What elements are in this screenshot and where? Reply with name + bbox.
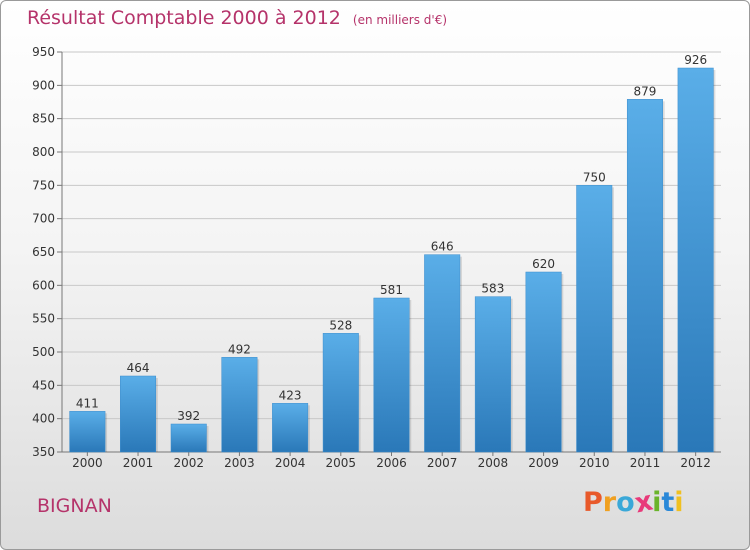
bar-2012 [677,67,714,453]
y-tick-label: 700 [32,212,55,226]
x-tick-label-2009: 2009 [528,456,559,470]
bar-2001 [120,375,157,453]
x-tick-label-2008: 2008 [478,456,509,470]
logo-letter: P [583,487,603,518]
y-tick-label: 850 [32,112,55,126]
y-tick-label: 900 [32,78,55,92]
logo-letter: o [616,487,635,518]
logo-letter: r [602,487,617,518]
city-name: BIGNAN [37,495,112,517]
bar-2011 [626,99,663,453]
logo-letter: i [674,487,684,518]
chart-title-block: Résultat Comptable 2000 à 2012 (en millie… [27,7,447,29]
y-tick-label: 950 [32,45,55,59]
y-tick-label: 350 [32,445,55,459]
y-tick-label: 450 [32,378,55,392]
y-tick-label: 800 [32,145,55,159]
x-tick-label-2001: 2001 [123,456,154,470]
value-label-2007: 646 [431,240,454,254]
bar-2008 [474,296,511,453]
value-label-2011: 879 [634,84,657,98]
value-label-2006: 581 [380,283,403,297]
bar-2009 [525,271,562,453]
bar-2005 [322,333,359,453]
value-label-2002: 392 [177,409,200,423]
y-tick-label: 600 [32,278,55,292]
value-label-2003: 492 [228,342,251,356]
bar-2002 [170,423,207,453]
x-tick-label-2003: 2003 [224,456,255,470]
value-label-2001: 464 [127,361,150,375]
value-label-2004: 423 [279,388,302,402]
value-label-2000: 411 [76,396,99,410]
value-label-2009: 620 [532,257,555,271]
bar-2006 [373,297,410,453]
chart-title: Résultat Comptable 2000 à 2012 [27,7,341,29]
y-tick-label: 500 [32,345,55,359]
value-label-2008: 583 [481,282,504,296]
chart-subtitle: (en milliers d'€) [352,13,448,27]
value-label-2010: 750 [583,170,606,184]
x-tick-label-2000: 2000 [72,456,103,470]
value-label-2005: 528 [329,318,352,332]
x-tick-label-2005: 2005 [326,456,357,470]
x-tick-label-2006: 2006 [376,456,407,470]
x-tick-label-2007: 2007 [427,456,458,470]
y-tick-label: 550 [32,312,55,326]
labels: 350 400 450 500 550 600 650 700 750 800 850 900 950 4… [32,45,711,470]
bar-2010 [576,185,613,453]
bar-2007 [424,254,461,453]
bar-2000 [69,411,106,453]
x-tick-label-2002: 2002 [173,456,204,470]
x-tick-label-2004: 2004 [275,456,306,470]
logo-letter: i [652,487,662,518]
y-tick-label: 650 [32,245,55,259]
value-label-2012: 926 [684,53,707,67]
proxiti-logo[interactable]: Proxiti [583,486,684,520]
x-tick-label-2011: 2011 [630,456,661,470]
y-tick-label: 750 [32,178,55,192]
logo-letter: t [661,487,675,518]
bar-2004 [272,403,309,453]
y-tick-label: 400 [32,412,55,426]
bars [69,67,716,453]
x-tick-label-2010: 2010 [579,456,610,470]
bar-2003 [221,357,258,453]
x-tick-label-2012: 2012 [680,456,711,470]
